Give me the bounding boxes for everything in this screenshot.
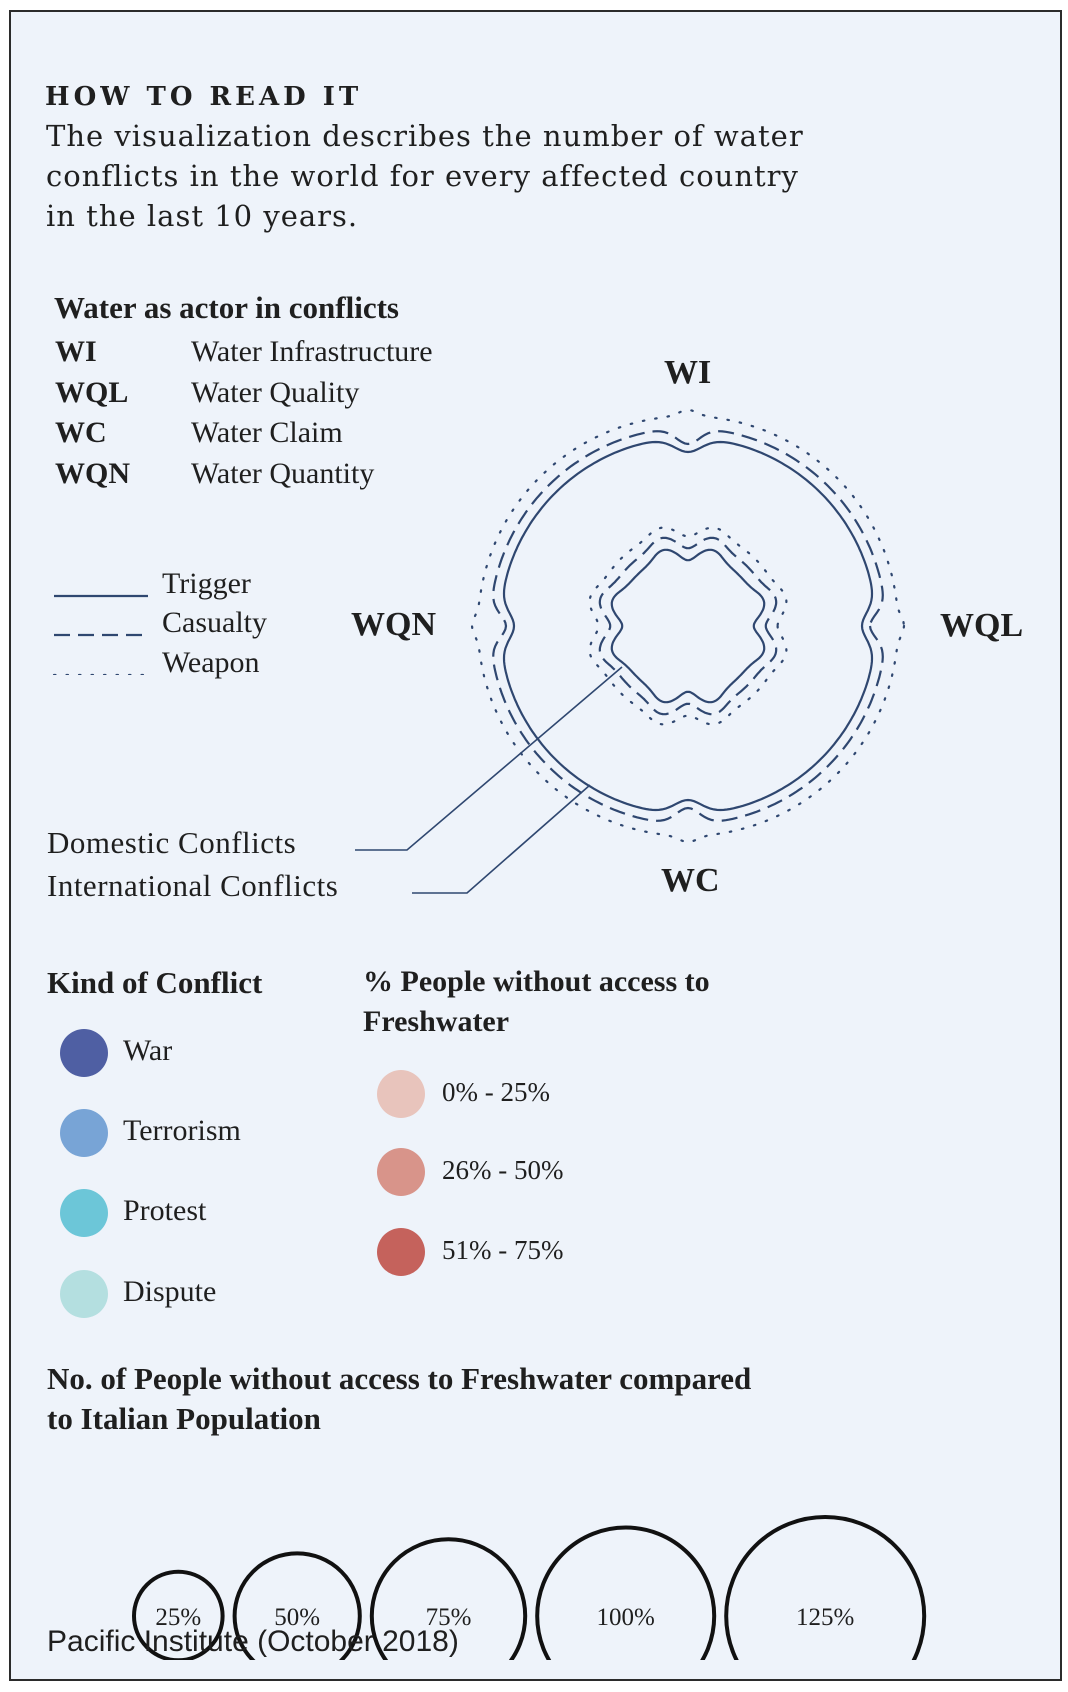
population-circle-75: [369, 1537, 528, 1660]
trigger-label: Trigger: [162, 567, 251, 600]
terrorism-label: Terrorism: [123, 1114, 241, 1147]
actor-label-wql: Water Quality: [191, 376, 360, 409]
domestic-trigger-shape: [610, 548, 766, 704]
population-circle-100: [535, 1525, 717, 1660]
population-circle-label-25: 25%: [155, 1604, 201, 1631]
actor-label-wi: Water Infrastructure: [191, 335, 433, 368]
conflict-shape-diagram: [355, 408, 906, 894]
international-trigger-shape: [502, 440, 874, 812]
casualty-label: Casualty: [162, 606, 267, 639]
actor-label-wc: Water Claim: [191, 416, 343, 449]
legend-panel: [9, 10, 1062, 1681]
population-circle-25: [132, 1569, 225, 1660]
actor-code-wi: WI: [55, 335, 97, 368]
pct-51-75-color-dot: [377, 1228, 425, 1276]
weapon-label: Weapon: [162, 646, 260, 679]
international-casualty-shape: [492, 430, 884, 822]
actor-code-wc: WC: [55, 416, 107, 449]
population-circle-label-75: 75%: [426, 1604, 472, 1631]
protest-color-dot: [60, 1189, 108, 1237]
protest-label: Protest: [123, 1194, 207, 1227]
pct-0-25-color-dot: [377, 1070, 425, 1118]
diagram-shapes: [470, 408, 906, 844]
line-type-swatches: [52, 594, 150, 675]
population-circle-125: [724, 1515, 927, 1660]
population-circle-label-100: 100%: [597, 1604, 655, 1631]
population-circles: 25% 50% 75% 100% 125%: [132, 1515, 927, 1660]
population-compare-title-line2: to Italian Population: [47, 1401, 321, 1436]
source-credit: Pacific Institute (October 2018): [47, 1625, 459, 1658]
actor-code-wql: WQL: [55, 376, 129, 409]
axis-label-wqn: WQN: [351, 606, 436, 643]
how-to-read-title: HOW TO READ IT: [45, 82, 363, 112]
international-callout-line: [412, 784, 591, 894]
actor-label-wqn: Water Quantity: [191, 457, 375, 490]
freshwater-pct-title-line2: Freshwater: [363, 1005, 510, 1038]
freshwater-pct-title-line1: % People without access to: [363, 965, 710, 998]
pct-51-75-label: 51% - 75%: [442, 1235, 564, 1265]
kind-of-conflict-title: Kind of Conflict: [47, 965, 263, 1000]
pct-26-50-label: 26% - 50%: [442, 1155, 564, 1185]
terrorism-color-dot: [60, 1109, 108, 1157]
population-circle-label-50: 50%: [274, 1604, 320, 1631]
dispute-color-dot: [60, 1270, 108, 1318]
population-circle-label-125: 125%: [796, 1604, 854, 1631]
international-conflicts-label: International Conflicts: [47, 868, 339, 903]
domestic-conflicts-label: Domestic Conflicts: [47, 825, 297, 860]
axis-label-wi: WI: [664, 354, 712, 391]
population-compare-title-line1: No. of People without access to Freshwat…: [47, 1361, 752, 1396]
domestic-weapon-shape: [588, 526, 788, 726]
domestic-callout-line: [355, 666, 623, 851]
population-circle-50: [232, 1551, 362, 1660]
axis-label-wql: WQL: [940, 607, 1024, 644]
how-to-read-description: The visualization describes the number o…: [46, 119, 804, 233]
pct-0-25-label: 0% - 25%: [442, 1077, 550, 1107]
pct-26-50-color-dot: [377, 1148, 425, 1196]
water-actor-title: Water as actor in conflicts: [54, 290, 399, 325]
war-color-dot: [60, 1029, 108, 1077]
domestic-casualty-shape: [598, 536, 778, 716]
international-weapon-shape: [470, 408, 906, 844]
axis-label-wc: WC: [661, 862, 720, 899]
war-label: War: [123, 1034, 173, 1067]
dispute-label: Dispute: [123, 1275, 217, 1308]
actor-code-wqn: WQN: [55, 457, 130, 490]
